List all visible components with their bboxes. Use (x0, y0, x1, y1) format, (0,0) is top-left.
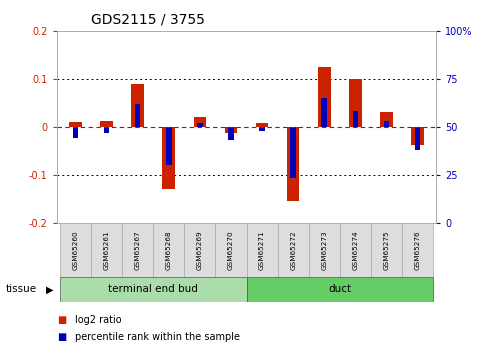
Text: log2 ratio: log2 ratio (75, 315, 122, 325)
Bar (131, 84, 144, 127)
Bar (225, 127, 237, 132)
Text: ▶: ▶ (46, 285, 53, 294)
Bar (215, 223, 246, 278)
Bar (228, 127, 234, 140)
Text: percentile rank within the sample: percentile rank within the sample (75, 333, 241, 342)
Bar (69, 122, 81, 127)
Bar (415, 127, 421, 150)
Bar (184, 223, 215, 278)
Bar (278, 223, 309, 278)
Text: GSM65260: GSM65260 (72, 230, 78, 270)
Bar (122, 223, 153, 278)
Bar (384, 121, 389, 127)
Bar (349, 79, 362, 127)
Bar (135, 104, 141, 127)
Text: ■: ■ (57, 315, 66, 325)
Text: tissue: tissue (6, 285, 37, 294)
Text: GSM65276: GSM65276 (415, 230, 421, 270)
Bar (352, 111, 358, 127)
Bar (412, 127, 424, 145)
Bar (256, 123, 268, 127)
Text: GSM65267: GSM65267 (135, 230, 141, 270)
Bar (321, 98, 327, 127)
Bar (371, 223, 402, 278)
Text: GSM65274: GSM65274 (352, 230, 358, 270)
Bar (163, 127, 175, 189)
Bar (166, 127, 172, 165)
Bar (380, 112, 393, 127)
Bar (60, 223, 91, 278)
Text: GSM65275: GSM65275 (384, 230, 389, 270)
Bar (340, 223, 371, 278)
Text: GSM65268: GSM65268 (166, 230, 172, 270)
Text: GSM65273: GSM65273 (321, 230, 327, 270)
Text: GSM65271: GSM65271 (259, 230, 265, 270)
Text: GSM65272: GSM65272 (290, 230, 296, 270)
Bar (309, 223, 340, 278)
Text: GDS2115 / 3755: GDS2115 / 3755 (91, 12, 205, 26)
Bar (318, 67, 330, 127)
Bar (104, 127, 109, 132)
Text: GSM65261: GSM65261 (104, 230, 109, 270)
Bar (91, 223, 122, 278)
Bar (246, 223, 278, 278)
Bar (287, 127, 299, 201)
Text: GSM65269: GSM65269 (197, 230, 203, 270)
Bar (259, 127, 265, 131)
Bar (246, 277, 433, 302)
Text: ■: ■ (57, 333, 66, 342)
Text: GSM65270: GSM65270 (228, 230, 234, 270)
Bar (290, 127, 296, 178)
Text: terminal end bud: terminal end bud (108, 285, 198, 294)
Bar (72, 127, 78, 138)
Bar (194, 117, 206, 127)
Bar (402, 223, 433, 278)
Bar (197, 123, 203, 127)
Bar (153, 223, 184, 278)
Bar (100, 121, 113, 127)
Bar (60, 277, 246, 302)
Text: duct: duct (328, 285, 352, 294)
